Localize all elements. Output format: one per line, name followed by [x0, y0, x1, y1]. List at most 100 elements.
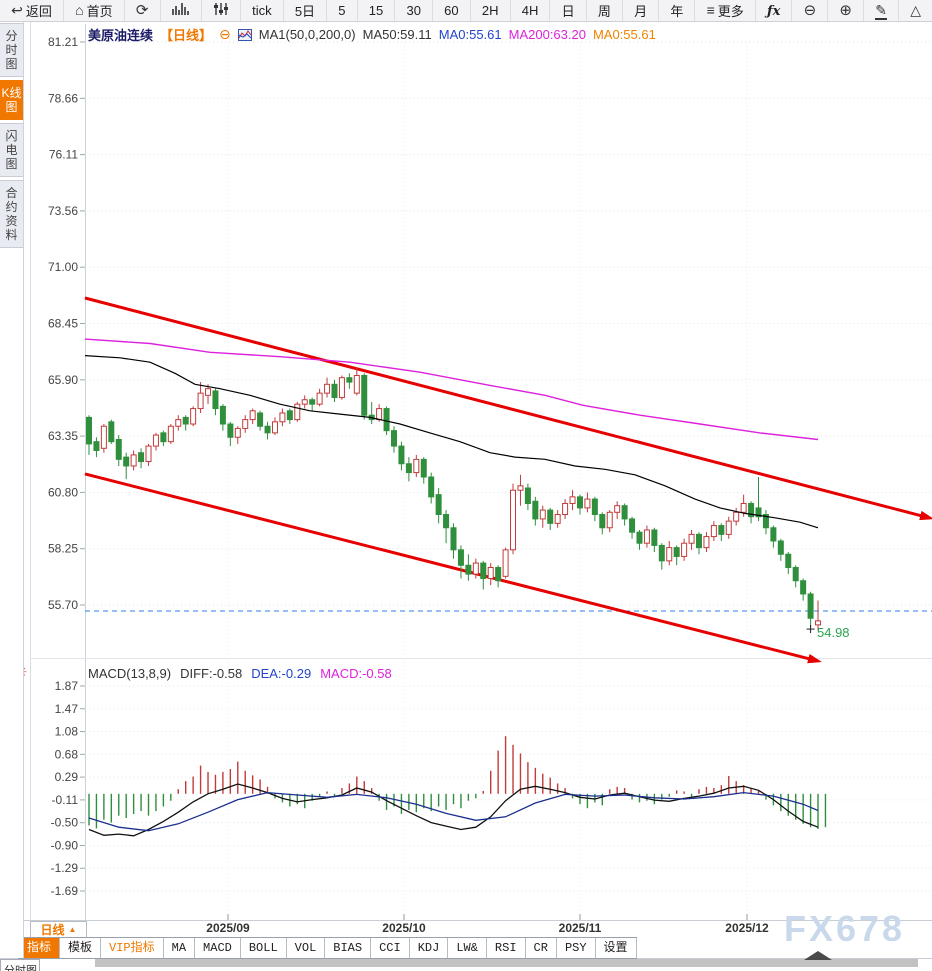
macd-header: MACD(13,8,9) DIFF:-0.58 DEA:-0.29 MACD:-…: [88, 666, 392, 681]
shapes-button[interactable]: △: [899, 0, 932, 21]
scrollbar-expand-arrow-icon[interactable]: [804, 951, 832, 960]
ma200-value: MA200:63.20: [508, 27, 586, 42]
macd-axis-label: 0.68: [55, 747, 79, 761]
period-month[interactable]: 月: [623, 0, 660, 21]
x-axis-month-label: 2025/12: [725, 921, 769, 935]
period-day[interactable]: 日: [550, 0, 587, 21]
fx-icon: ƒx: [767, 3, 781, 19]
macd-dea-value: DEA:-0.29: [251, 666, 312, 681]
period-selector-label: 日线: [40, 923, 65, 937]
y-axis-label: 78.66: [48, 91, 78, 105]
period-year[interactable]: 年: [659, 0, 696, 21]
indicator-tab-bar: 指标 模板 VIP指标 MA MACD BOLL VOL BIAS CCI KDJ LW& RSI CR…: [18, 937, 637, 959]
symbol-title: 美原油连续: [88, 28, 154, 43]
y-axis-label: 55.70: [48, 598, 78, 612]
y-axis-label: 73.56: [48, 204, 78, 218]
tab-BIAS[interactable]: BIAS: [325, 938, 372, 958]
kline-chart-icon: [171, 2, 190, 19]
tab-VOL[interactable]: VOL: [287, 938, 326, 958]
tab-BOLL[interactable]: BOLL: [241, 938, 287, 958]
pencil-icon: ✎: [875, 2, 887, 20]
top-toolbar: ↩ 返回 ⌂ 首页 ⟳ tick 5日 5 15 30 60 2H 4H 日周月年 ≡ 更多 ƒx ⊖ ⊕ ✎ △: [0, 0, 932, 22]
indicator-settings-button[interactable]: [202, 0, 241, 21]
period-4h[interactable]: 4H: [511, 0, 551, 21]
tab-CR[interactable]: CR: [526, 938, 557, 958]
ma0-value-orange: MA0:55.61: [592, 27, 656, 42]
tab-MA[interactable]: MA: [164, 938, 196, 958]
period-15m[interactable]: 15: [358, 0, 396, 21]
y-axis-label: 65.90: [48, 373, 78, 387]
indicator-chart-icon[interactable]: [237, 28, 252, 41]
back-arrow-icon: ↩: [11, 2, 23, 18]
chart-header: 美原油连续 【日线】 ⊖ MA1(50,0,200,0) MA50:59.11 M…: [88, 25, 656, 44]
period-30m[interactable]: 30: [395, 0, 434, 21]
draw-button[interactable]: ✎: [864, 0, 900, 21]
x-axis-month-label: 2025/09: [206, 921, 250, 935]
period-selector[interactable]: 日线 ▲: [30, 921, 87, 938]
chevron-up-icon: ▲: [68, 925, 77, 934]
partial-tab-cutoff[interactable]: 分时图: [0, 959, 40, 971]
macd-axis-label: 1.08: [55, 725, 79, 739]
indicator-sliders-icon: [213, 2, 229, 19]
tab-LW&[interactable]: LW&: [448, 938, 487, 958]
ma50-value: MA50:59.11: [362, 27, 432, 42]
tab-设置[interactable]: 设置: [596, 938, 637, 958]
zoom-out-button[interactable]: ⊖: [792, 0, 829, 21]
period-5m[interactable]: 5: [327, 0, 358, 21]
zoom-in-icon: ⊕: [839, 2, 852, 19]
ma-settings-label: MA1(50,0,200,0): [258, 27, 356, 42]
home-icon: ⌂: [75, 2, 84, 18]
macd-axis-label: -0.11: [52, 793, 79, 807]
macd-axis-label: -0.90: [51, 838, 79, 852]
back-button[interactable]: ↩ 返回: [0, 0, 64, 21]
y-axis-label: 58.25: [48, 542, 78, 556]
x-axis-month-label: 2025/11: [558, 921, 602, 935]
tab-CCI[interactable]: CCI: [371, 938, 410, 958]
period-tag: 【日线】: [160, 28, 213, 43]
tab-模板[interactable]: 模板: [60, 938, 102, 958]
tab-KDJ[interactable]: KDJ: [410, 938, 449, 958]
sidebar-item-time-chart[interactable]: 分时图: [0, 23, 23, 77]
macd-diff-value: DIFF:-0.58: [180, 666, 243, 681]
chart-style-button[interactable]: [161, 0, 202, 21]
tab-PSY[interactable]: PSY: [557, 938, 596, 958]
y-axis-label: 60.80: [48, 485, 78, 499]
sidebar-item-lightning-chart[interactable]: 闪电图: [0, 123, 23, 177]
period-2h[interactable]: 2H: [471, 0, 511, 21]
macd-axis-label: -1.69: [51, 884, 79, 898]
y-axis-label: 71.00: [48, 260, 78, 274]
period-week[interactable]: 周: [587, 0, 623, 21]
horizontal-scrollbar[interactable]: [95, 959, 918, 967]
tab-VIP指标[interactable]: VIP指标: [101, 938, 164, 958]
period-60m[interactable]: 60: [433, 0, 471, 21]
tab-MACD[interactable]: MACD: [195, 938, 241, 958]
tab-指标[interactable]: 指标: [18, 938, 61, 958]
macd-axis-label: 0.29: [55, 770, 79, 784]
collapse-pane-icon[interactable]: ⊖: [219, 26, 231, 42]
macd-axis-label: -1.29: [51, 861, 79, 875]
zoom-in-button[interactable]: ⊕: [828, 0, 865, 21]
refresh-icon: ⟳: [135, 2, 149, 19]
macd-axis-label: 1.87: [55, 679, 79, 693]
macd-value: MACD:-0.58: [320, 666, 392, 681]
refresh-button[interactable]: ⟳: [125, 0, 161, 21]
left-sidebar: 分时图 K线图闪电图合约资料: [0, 22, 24, 958]
y-axis-label: 68.45: [48, 317, 78, 331]
menu-icon: ≡: [706, 2, 715, 18]
period-5d[interactable]: 5日: [284, 0, 328, 21]
sidebar-item-contract-info[interactable]: 合约资料: [0, 180, 23, 248]
tab-RSI[interactable]: RSI: [487, 938, 526, 958]
y-axis-label: 63.35: [48, 429, 78, 443]
home-button[interactable]: ⌂ 首页: [64, 0, 125, 21]
period-tick[interactable]: tick: [241, 0, 284, 21]
y-axis-label: 76.11: [49, 148, 78, 162]
sidebar-item-kline-chart[interactable]: K线图: [0, 80, 23, 120]
formula-button[interactable]: ƒx: [756, 0, 793, 21]
macd-params-label: MACD(13,8,9): [88, 666, 172, 681]
more-button[interactable]: ≡ 更多: [695, 0, 756, 21]
shape-triangle-icon: △: [910, 2, 921, 18]
x-axis-month-label: 2025/10: [382, 921, 426, 935]
latest-price-label: 54.98: [817, 625, 850, 640]
